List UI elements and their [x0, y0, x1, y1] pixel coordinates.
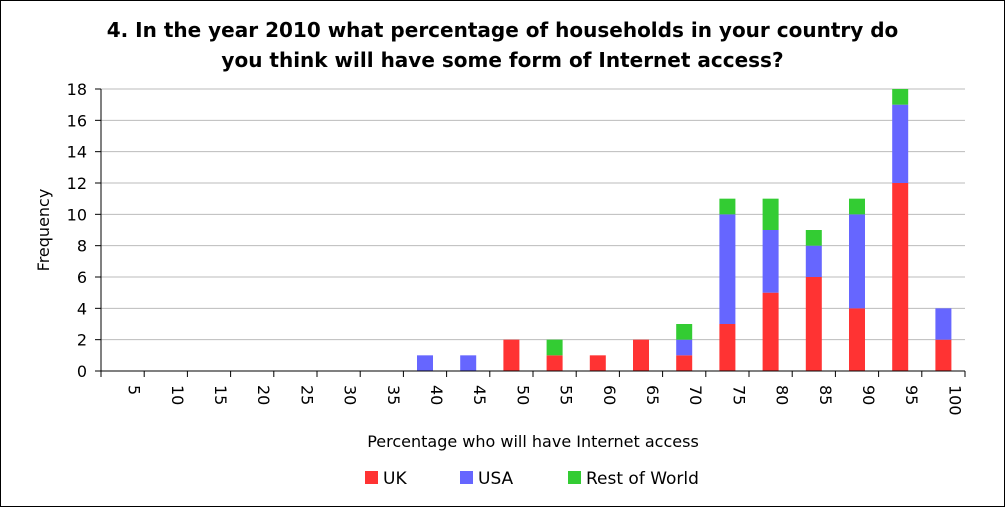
y-tick-label: 2: [77, 331, 87, 350]
bar-usa-85: [805, 245, 822, 277]
bar-rest-of-world-80: [762, 198, 779, 230]
y-tick-label: 10: [67, 205, 87, 224]
y-tick-label: 8: [77, 237, 87, 256]
bar-uk-80: [762, 292, 779, 371]
gridlines: [101, 88, 965, 372]
y-tick-label: 12: [67, 174, 87, 193]
legend-swatch-rest-of-world: [568, 471, 581, 484]
x-tick-label: 30: [341, 385, 360, 405]
x-tick-label: 40: [427, 385, 446, 405]
bar-uk-100: [935, 339, 952, 371]
bar-uk-65: [633, 339, 649, 371]
bar-usa-100: [935, 308, 952, 340]
x-axis-label: Percentage who will have Internet access: [367, 432, 699, 451]
bar-uk-50: [503, 339, 520, 371]
y-tick-labels: 0 2 4 6 8 10 12 14 16 18: [67, 80, 101, 381]
bar-usa-80: [762, 230, 779, 293]
y-tick-label: 16: [67, 111, 87, 130]
chart-title-line-2: you think will have some form of Interne…: [221, 48, 784, 72]
bar-usa-90: [849, 214, 865, 309]
x-tick-label: 100: [945, 385, 964, 416]
x-tick-label: 15: [211, 385, 230, 405]
y-tick-label: 0: [77, 362, 87, 381]
bar-uk-85: [805, 277, 822, 371]
y-tick-label: 4: [77, 299, 87, 318]
bar-uk-75: [719, 324, 736, 371]
bar-uk-55: [546, 355, 563, 371]
bars: [417, 89, 952, 371]
x-tick-label: 45: [470, 385, 489, 405]
bar-rest-of-world-95: [892, 89, 909, 105]
bar-uk-90: [849, 308, 865, 371]
y-axis-label: Frequency: [34, 189, 53, 272]
y-tick-label: 18: [67, 80, 87, 99]
bar-rest-of-world-75: [719, 198, 736, 215]
legend: UK USA Rest of World: [365, 469, 699, 489]
x-tick-label: 55: [557, 385, 576, 405]
bar-usa-40: [417, 355, 433, 371]
x-tick-label: 95: [902, 385, 921, 405]
bar-rest-of-world-85: [805, 230, 822, 246]
x-tick-label: 60: [600, 385, 619, 405]
bar-rest-of-world-70: [676, 324, 693, 340]
x-tick-label: 5: [125, 385, 144, 395]
bar-usa-95: [892, 104, 909, 183]
x-tick-label: 65: [643, 385, 662, 405]
bar-uk-95: [892, 183, 909, 371]
bar-usa-45: [460, 355, 477, 371]
chart-title-line-1: 4. In the year 2010 what percentage of h…: [106, 18, 899, 42]
x-tick-label: 75: [729, 385, 748, 405]
bar-usa-75: [719, 214, 736, 324]
x-tick-label: 20: [254, 385, 273, 405]
legend-swatch-usa: [460, 471, 473, 484]
x-tick-label: 80: [773, 385, 792, 405]
x-tick-labels: 5 10 15 20 25 30 35 40 45 50 55 60 65 70 75 80 85 90 95 100: [100, 371, 966, 416]
bar-rest-of-world-90: [849, 198, 865, 215]
x-tick-label: 25: [297, 385, 316, 405]
legend-swatch-uk: [365, 471, 378, 484]
x-tick-label: 90: [859, 385, 878, 405]
chart-title: 4. In the year 2010 what percentage of h…: [1, 15, 1004, 75]
x-tick-label: 70: [686, 385, 705, 405]
legend-label-uk: UK: [383, 469, 407, 489]
axes: [100, 89, 965, 372]
legend-label-rest-of-world: Rest of World: [586, 469, 699, 489]
bar-rest-of-world-55: [546, 339, 563, 356]
legend-label-usa: USA: [478, 469, 514, 489]
bar-uk-60: [589, 355, 606, 371]
x-tick-label: 35: [384, 385, 403, 405]
y-tick-label: 6: [77, 268, 87, 287]
bar-usa-70: [676, 339, 693, 356]
bar-uk-70: [676, 355, 693, 371]
x-tick-label: 85: [816, 385, 835, 405]
y-tick-label: 14: [67, 143, 87, 162]
x-tick-label: 50: [513, 385, 532, 405]
x-tick-label: 10: [168, 385, 187, 405]
